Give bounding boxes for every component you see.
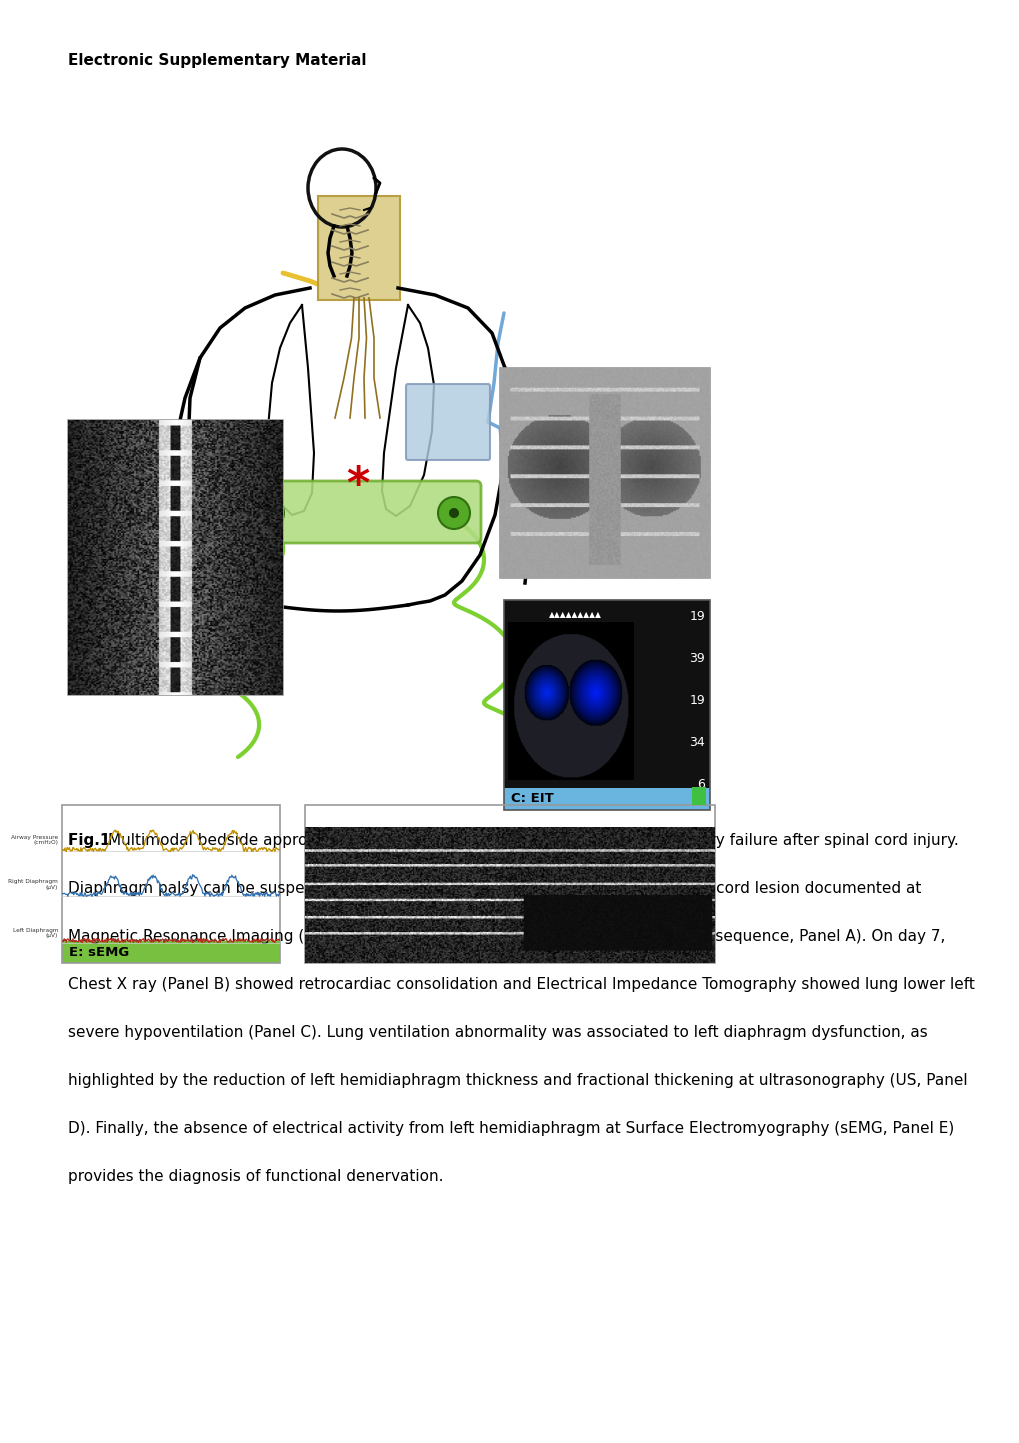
Text: 19: 19 xyxy=(689,694,704,707)
Text: LEFT: LEFT xyxy=(586,870,613,880)
FancyBboxPatch shape xyxy=(499,556,709,579)
Text: ▲▲▲▲▲▲▲▲▲: ▲▲▲▲▲▲▲▲▲ xyxy=(548,610,601,619)
Bar xyxy=(503,600,709,810)
Text: Upper
Left: Upper Left xyxy=(579,714,606,734)
Text: Electronic Supplementary Material: Electronic Supplementary Material xyxy=(68,53,366,68)
Circle shape xyxy=(448,508,459,518)
Bar xyxy=(503,600,709,810)
Text: Upper
Right: Upper Right xyxy=(535,714,562,734)
Text: Chest X ray (Panel B) showed retrocardiac consolidation and Electrical Impedance: Chest X ray (Panel B) showed retrocardia… xyxy=(68,977,974,991)
Text: 19: 19 xyxy=(689,610,704,623)
Text: Airway Pressure
(cmH₂O): Airway Pressure (cmH₂O) xyxy=(11,834,58,846)
Text: D: Diaphragm US: D: Diaphragm US xyxy=(312,945,440,958)
Text: dti$_{ex}$ = 1,4 mm   dti$_{ins}$ = 1,4 mm: dti$_{ex}$ = 1,4 mm dti$_{ins}$ = 1,4 mm xyxy=(527,883,673,896)
Text: Lower
Left: Lower Left xyxy=(579,668,606,687)
FancyBboxPatch shape xyxy=(406,384,489,460)
FancyBboxPatch shape xyxy=(318,196,399,300)
FancyBboxPatch shape xyxy=(68,671,282,696)
Bar xyxy=(305,805,714,962)
Text: 34: 34 xyxy=(689,736,704,749)
Text: Right Diaphragm
(µV): Right Diaphragm (µV) xyxy=(8,879,58,890)
Text: C: EIT: C: EIT xyxy=(511,792,553,805)
Text: highlighted by the reduction of left hemidiaphragm thickness and fractional thic: highlighted by the reduction of left hem… xyxy=(68,1074,967,1088)
Text: provides the diagnosis of functional denervation.: provides the diagnosis of functional den… xyxy=(68,1169,443,1185)
Text: *: * xyxy=(346,463,369,506)
Circle shape xyxy=(437,496,470,530)
Text: Diaphragm palsy can be suspected according to topographical distribution of spin: Diaphragm palsy can be suspected accordi… xyxy=(68,882,920,896)
FancyBboxPatch shape xyxy=(503,788,709,810)
Text: Fig.1: Fig.1 xyxy=(68,833,115,848)
Text: Magnetic Resonance Imaging (MRI) from C2 to T1 performed on day 1 (T2 weighted s: Magnetic Resonance Imaging (MRI) from C2… xyxy=(68,929,945,944)
FancyBboxPatch shape xyxy=(305,941,714,962)
Bar xyxy=(68,420,282,696)
Text: A: MRI: A: MRI xyxy=(75,677,123,690)
Text: Left Diaphragm
(µV): Left Diaphragm (µV) xyxy=(12,928,58,938)
Bar xyxy=(691,786,705,805)
FancyBboxPatch shape xyxy=(62,941,280,962)
Text: E: sEMG: E: sEMG xyxy=(69,945,129,958)
Text: Lower
Right: Lower Right xyxy=(535,668,562,687)
Text: 6: 6 xyxy=(696,778,704,791)
Text: Multimodal bedside approach to suspected diaphragm palsy causing respiratory fai: Multimodal bedside approach to suspected… xyxy=(108,833,958,848)
Bar xyxy=(62,805,280,962)
Text: TF = 0: TF = 0 xyxy=(585,898,614,906)
Text: D). Finally, the absence of electrical activity from left hemidiaphragm at Surfa: D). Finally, the absence of electrical a… xyxy=(68,1121,954,1136)
Text: severe hypoventilation (Panel C). Lung ventilation abnormality was associated to: severe hypoventilation (Panel C). Lung v… xyxy=(68,1025,927,1040)
Text: B: Chest X Ray: B: Chest X Ray xyxy=(506,560,615,573)
Bar xyxy=(499,368,709,579)
FancyBboxPatch shape xyxy=(230,481,481,543)
Circle shape xyxy=(252,496,283,530)
Text: 39: 39 xyxy=(689,652,704,665)
Circle shape xyxy=(263,508,273,518)
